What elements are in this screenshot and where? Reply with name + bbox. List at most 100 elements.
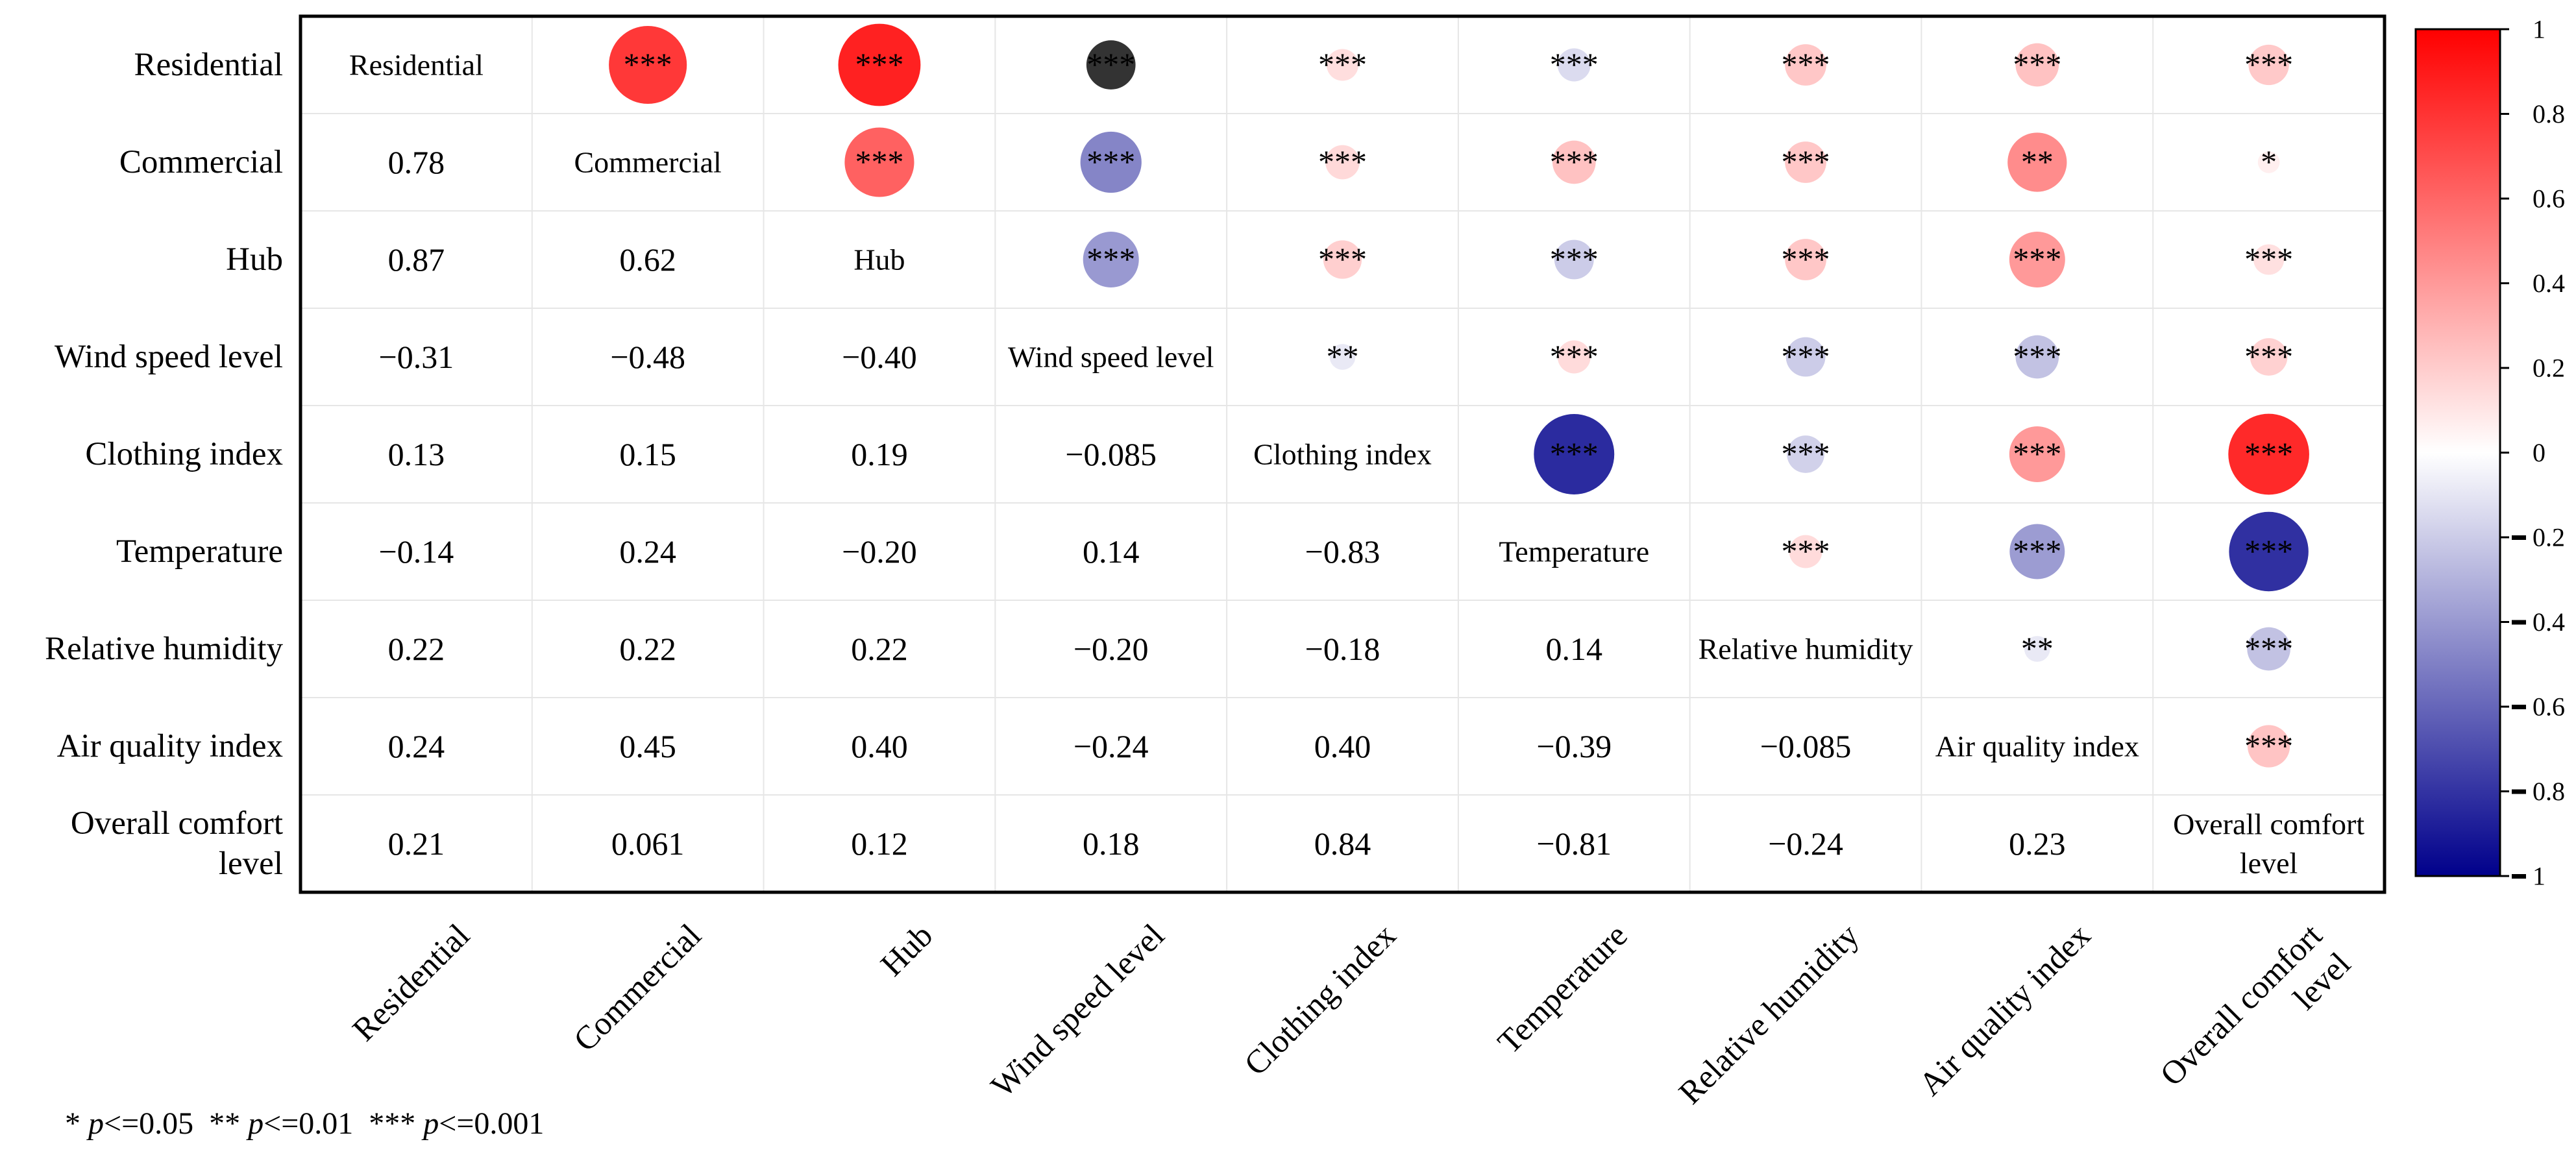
colorbar-tick-label: 0.2 bbox=[2533, 523, 2565, 552]
correlation-value: −0.085 bbox=[1065, 436, 1157, 472]
significance-stars: *** bbox=[2013, 241, 2061, 277]
correlation-value: −0.83 bbox=[1305, 533, 1380, 570]
correlation-circle bbox=[1785, 141, 1826, 183]
correlation-value: 0.19 bbox=[851, 436, 908, 472]
correlation-value: 0.40 bbox=[1314, 728, 1371, 764]
correlation-circle bbox=[2009, 426, 2065, 483]
correlation-circle bbox=[2007, 132, 2067, 192]
column-label-commercial: Commercial bbox=[567, 918, 709, 1059]
colorbar-minus-sign bbox=[2512, 620, 2526, 625]
diagonal-label: Clothing index bbox=[1253, 438, 1432, 471]
correlation-value: 0.40 bbox=[851, 728, 908, 764]
significance-stars: *** bbox=[1318, 46, 1367, 82]
correlation-value: 0.22 bbox=[388, 631, 445, 667]
correlation-circle bbox=[1552, 140, 1596, 184]
correlation-circle bbox=[2009, 231, 2065, 288]
legend-p: p bbox=[86, 1106, 104, 1141]
significance-stars: *** bbox=[1782, 46, 1830, 82]
colorbar-minus-sign bbox=[2512, 874, 2526, 879]
significance-stars: *** bbox=[2244, 338, 2293, 374]
significance-stars: *** bbox=[2244, 630, 2293, 666]
diagonal-label: Residential bbox=[349, 49, 484, 82]
legend-p: p bbox=[246, 1106, 264, 1141]
significance-stars: ** bbox=[1327, 338, 1359, 374]
correlation-value: −0.81 bbox=[1536, 825, 1612, 862]
significance-stars: *** bbox=[1782, 533, 1830, 569]
significance-stars: *** bbox=[1318, 143, 1367, 180]
correlation-value: 0.22 bbox=[851, 631, 908, 667]
significance-stars: *** bbox=[1550, 338, 1599, 374]
correlation-value: −0.18 bbox=[1305, 631, 1380, 667]
correlation-value: −0.085 bbox=[1760, 728, 1852, 764]
correlation-circle bbox=[2015, 43, 2059, 87]
correlation-circle bbox=[838, 23, 921, 106]
legend-stars: *** bbox=[353, 1106, 423, 1141]
significance-stars: *** bbox=[2013, 338, 2061, 374]
correlation-value: 0.22 bbox=[619, 631, 676, 667]
correlation-circle bbox=[2024, 636, 2050, 662]
significance-stars: ** bbox=[2021, 143, 2054, 180]
correlation-value: 0.62 bbox=[619, 241, 676, 278]
correlation-value: −0.20 bbox=[842, 533, 917, 570]
correlation-value: 0.23 bbox=[2009, 825, 2066, 862]
significance-stars: *** bbox=[1782, 143, 1830, 180]
significance-stars: *** bbox=[1550, 143, 1599, 180]
diagonal-label: Hub bbox=[853, 243, 905, 276]
significance-stars: *** bbox=[2244, 241, 2293, 277]
correlation-value: 0.45 bbox=[619, 728, 676, 764]
legend-threshold: <=0.05 bbox=[104, 1106, 193, 1141]
significance-stars: *** bbox=[1782, 241, 1830, 277]
row-label-temperature: Temperature bbox=[116, 533, 283, 570]
colorbar-tick-label: 0.4 bbox=[2533, 269, 2565, 298]
correlation-circle bbox=[1086, 40, 1136, 90]
column-label-air-quality-index: Air quality index bbox=[1912, 918, 2098, 1103]
correlation-value: −0.40 bbox=[842, 339, 917, 375]
correlation-circle bbox=[1785, 337, 1826, 377]
correlation-value: 0.13 bbox=[388, 436, 445, 472]
row-label-clothing-index: Clothing index bbox=[85, 436, 283, 472]
significance-stars: *** bbox=[1086, 143, 1135, 180]
correlation-value: 0.061 bbox=[611, 825, 685, 862]
significance-stars: *** bbox=[1086, 241, 1135, 277]
correlation-value: −0.31 bbox=[379, 339, 454, 375]
significance-stars: *** bbox=[624, 46, 672, 82]
correlation-circle bbox=[1557, 48, 1591, 82]
diagonal-label: Overall comfort bbox=[2173, 808, 2364, 841]
colorbar-tick-label: 0.6 bbox=[2533, 692, 2565, 722]
colorbar-tick-label: 1 bbox=[2533, 862, 2545, 891]
legend-threshold: <=0.001 bbox=[439, 1106, 544, 1141]
column-label-wind-speed-level: Wind speed level bbox=[985, 918, 1171, 1104]
correlation-value: −0.14 bbox=[379, 533, 454, 570]
significance-stars: *** bbox=[1318, 241, 1367, 277]
colorbar-tick-label: 0.2 bbox=[2533, 354, 2565, 383]
column-label-hub: Hub bbox=[874, 918, 940, 984]
row-label-air-quality-index: Air quality index bbox=[57, 728, 283, 764]
colorbar-tick-label: 0 bbox=[2533, 438, 2545, 467]
significance-stars: *** bbox=[2244, 727, 2293, 764]
column-label-text: Relative humidity bbox=[1672, 917, 1866, 1111]
significance-stars: *** bbox=[1550, 241, 1599, 277]
significance-stars: *** bbox=[2244, 435, 2293, 472]
correlation-value: −0.39 bbox=[1536, 728, 1612, 764]
correlation-circle bbox=[844, 127, 914, 197]
correlation-circle bbox=[1325, 145, 1360, 180]
row-label-wind-speed-level: Wind speed level bbox=[55, 339, 283, 375]
correlation-circle bbox=[1323, 240, 1362, 279]
matrix-border bbox=[299, 14, 2386, 894]
colorbar-tick-label: 0.4 bbox=[2533, 607, 2565, 637]
colorbar-minus-sign bbox=[2512, 535, 2526, 540]
correlation-value: 0.84 bbox=[1314, 825, 1371, 862]
significance-legend: * p<=0.05 ** p<=0.01 *** p<=0.001 bbox=[65, 1106, 544, 1141]
colorbar-minus-sign bbox=[2512, 705, 2526, 709]
significance-stars: *** bbox=[1782, 435, 1830, 472]
significance-stars: ** bbox=[2021, 630, 2054, 666]
correlation-value: 0.14 bbox=[1546, 631, 1603, 667]
correlation-value: 0.18 bbox=[1083, 825, 1140, 862]
legend-stars: * bbox=[65, 1106, 88, 1141]
column-label-relative-humidity: Relative humidity bbox=[1672, 917, 1866, 1111]
colorbar-gradient bbox=[2414, 28, 2501, 877]
correlation-circle bbox=[1083, 231, 1139, 288]
correlation-value: 0.78 bbox=[388, 144, 445, 180]
correlation-value: −0.20 bbox=[1073, 631, 1149, 667]
diagonal-label: Temperature bbox=[1499, 535, 1649, 568]
